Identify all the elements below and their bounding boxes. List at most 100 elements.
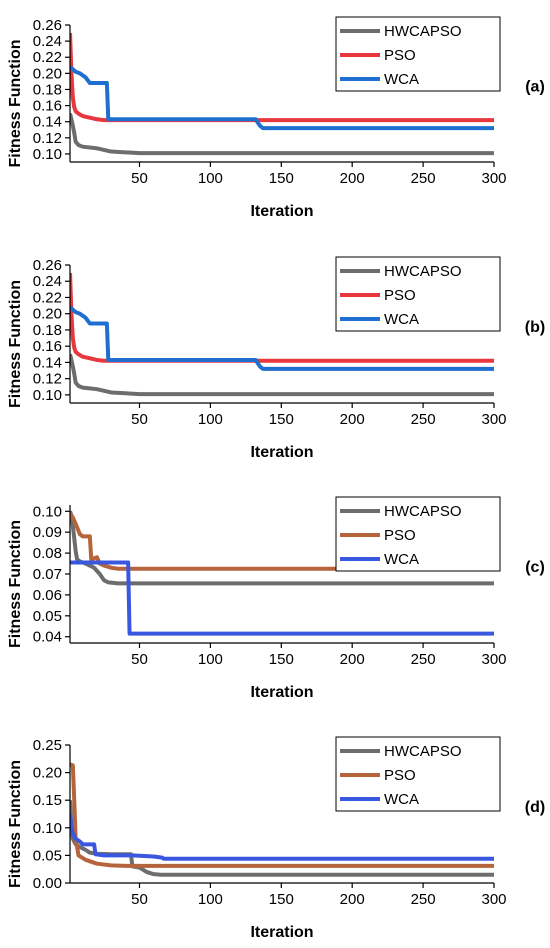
x-tick-label: 100 <box>198 651 223 668</box>
panel-label: (c) <box>525 559 545 576</box>
series-line-wca <box>70 65 494 131</box>
y-tick-label: 0.05 <box>33 847 62 864</box>
x-tick-label: 50 <box>131 411 148 428</box>
y-tick-label: 0.24 <box>33 273 62 290</box>
y-axis-title: Fitness Function <box>7 760 24 888</box>
y-tick-label: 0.12 <box>33 130 62 147</box>
y-tick-label: 0.06 <box>33 587 62 604</box>
x-tick-label: 50 <box>131 170 148 187</box>
y-tick-label: 0.24 <box>33 33 62 50</box>
x-axis-title: Iteration <box>250 203 313 220</box>
y-tick-label: 0.25 <box>33 737 62 754</box>
x-tick-label: 200 <box>340 411 365 428</box>
legend-label-hwcapso: HWCAPSO <box>384 503 462 520</box>
x-tick-label: 200 <box>340 891 365 908</box>
plot-area <box>70 32 494 156</box>
plot-area <box>70 762 494 877</box>
plot-area <box>70 510 494 636</box>
legend-label-pso: PSO <box>384 527 416 544</box>
x-tick-label: 150 <box>269 170 294 187</box>
y-tick-label: 0.20 <box>33 306 62 323</box>
x-tick-label: 50 <box>131 891 148 908</box>
legend: HWCAPSO PSO WCA <box>335 736 501 812</box>
y-tick-label: 0.14 <box>33 354 62 371</box>
chart-panel-2: 50 100 150 200 250 300 0.04 0.05 0.06 0.07 0.08 0.0… <box>7 496 545 701</box>
x-axis-title: Iteration <box>250 924 313 941</box>
y-tick-label: 0.18 <box>33 322 62 339</box>
y-axis-title: Fitness Function <box>7 520 24 648</box>
legend-label-pso: PSO <box>384 47 416 64</box>
legend-label-wca: WCA <box>384 311 419 328</box>
legend-label-pso: PSO <box>384 767 416 784</box>
x-tick-label: 150 <box>269 651 294 668</box>
series-line-wca <box>70 305 494 371</box>
x-tick-label: 50 <box>131 651 148 668</box>
legend-label-pso: PSO <box>384 287 416 304</box>
legend-label-wca: WCA <box>384 791 419 808</box>
y-tick-label: 0.12 <box>33 371 62 388</box>
panel-label: (d) <box>525 799 545 816</box>
y-axis-title: Fitness Function <box>7 40 24 168</box>
y-tick-label: 0.22 <box>33 49 62 66</box>
y-tick-label: 0.16 <box>33 338 62 355</box>
panel-label: (a) <box>525 79 545 96</box>
y-tick-label: 0.10 <box>33 820 62 837</box>
x-axis-title: Iteration <box>250 444 313 461</box>
legend-label-hwcapso: HWCAPSO <box>384 23 462 40</box>
y-tick-label: 0.10 <box>33 146 62 163</box>
y-tick-label: 0.18 <box>33 81 62 98</box>
x-tick-label: 100 <box>198 891 223 908</box>
y-tick-label: 0.14 <box>33 114 62 131</box>
y-tick-label: 0.10 <box>33 503 62 520</box>
x-tick-label: 300 <box>481 411 506 428</box>
x-tick-label: 250 <box>411 891 436 908</box>
y-tick-label: 0.05 <box>33 608 62 625</box>
legend: HWCAPSO PSO WCA <box>335 496 501 572</box>
y-axis-title: Fitness Function <box>7 280 24 408</box>
series-line-pso <box>70 762 494 868</box>
legend: HWCAPSO PSO WCA <box>335 16 501 92</box>
chart-panel-1: 50 100 150 200 250 3000.100.120.140.160.180.2… <box>7 256 545 461</box>
y-tick-label: 0.00 <box>33 875 62 892</box>
y-tick-label: 0.07 <box>33 566 62 583</box>
x-tick-label: 200 <box>340 651 365 668</box>
series-line-pso <box>70 32 494 123</box>
legend-label-hwcapso: HWCAPSO <box>384 263 462 280</box>
y-tick-label: 0.04 <box>33 629 62 646</box>
x-axis-title: Iteration <box>250 684 313 701</box>
legend-label-wca: WCA <box>384 71 419 88</box>
x-tick-label: 100 <box>198 170 223 187</box>
y-tick-label: 0.20 <box>33 765 62 782</box>
series-line-wca <box>70 560 494 636</box>
x-tick-label: 150 <box>269 891 294 908</box>
x-tick-label: 250 <box>411 651 436 668</box>
x-tick-label: 300 <box>481 891 506 908</box>
legend-label-hwcapso: HWCAPSO <box>384 743 462 760</box>
x-tick-label: 250 <box>411 411 436 428</box>
legend: HWCAPSO PSO WCA <box>335 256 501 332</box>
x-tick-label: 200 <box>340 170 365 187</box>
panel-label: (b) <box>525 319 545 336</box>
y-tick-label: 0.15 <box>33 792 62 809</box>
series-line-wca <box>70 813 494 861</box>
x-tick-label: 300 <box>481 651 506 668</box>
series-line-pso <box>70 512 494 571</box>
series-line-hwcapso <box>70 113 494 156</box>
legend-label-wca: WCA <box>384 551 419 568</box>
series-line-pso <box>70 273 494 363</box>
x-tick-label: 250 <box>411 170 436 187</box>
y-tick-label: 0.20 <box>33 65 62 82</box>
x-tick-label: 100 <box>198 411 223 428</box>
y-tick-label: 0.26 <box>33 257 62 274</box>
plot-area <box>70 273 494 397</box>
chart-panel-3: 50 100 150 200 250 300 0.00 0.05 0.10 0.15 0.20 0.2… <box>7 736 545 941</box>
x-tick-label: 150 <box>269 411 294 428</box>
y-tick-label: 0.26 <box>33 17 62 34</box>
y-tick-label: 0.09 <box>33 524 62 541</box>
y-tick-label: 0.16 <box>33 98 62 115</box>
chart-panel-0: 50 100 150 200 250 3000.100.120.140.160.180.2… <box>7 16 545 220</box>
series-line-hwcapso <box>70 353 494 397</box>
y-tick-label: 0.22 <box>33 289 62 306</box>
x-tick-label: 300 <box>481 170 506 187</box>
